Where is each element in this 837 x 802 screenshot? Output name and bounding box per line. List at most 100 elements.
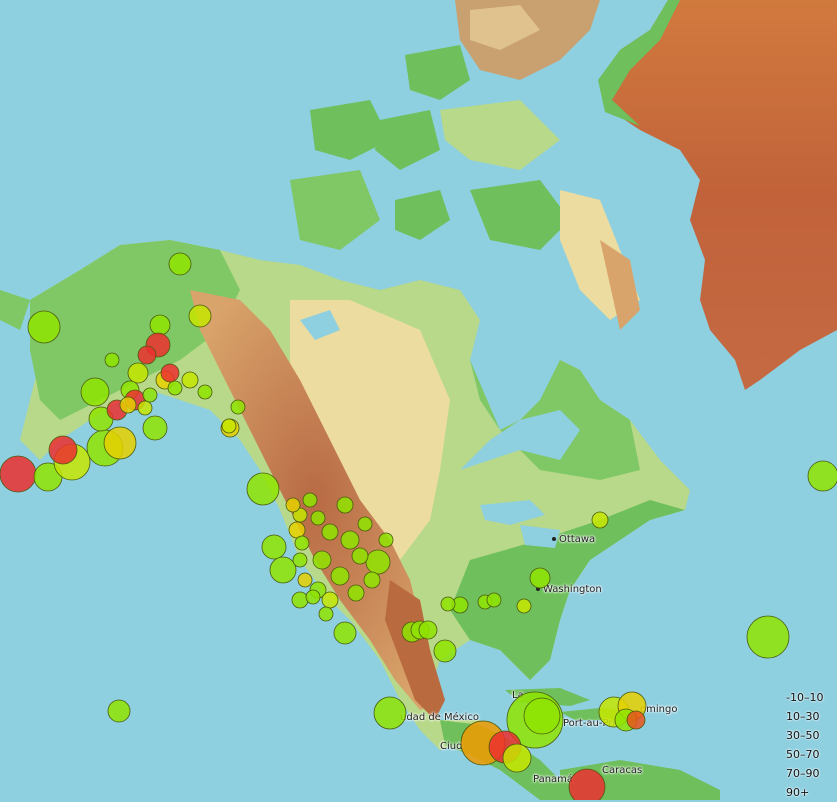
legend-label: 70–90 <box>786 767 820 780</box>
city-santo-domingo: omingo <box>640 704 677 715</box>
earthquake-marker[interactable] <box>142 415 168 441</box>
legend-item: -10–10 <box>786 688 836 707</box>
city-la-habana: La <box>512 690 524 701</box>
earthquake-marker[interactable] <box>502 743 532 773</box>
earthquake-marker[interactable] <box>302 492 318 508</box>
city-label: Ottawa <box>559 534 596 545</box>
earthquake-marker[interactable] <box>80 377 110 407</box>
legend-item: 70–90 <box>786 764 836 783</box>
earthquake-marker[interactable] <box>230 399 246 415</box>
city-washington: Washington <box>536 584 602 595</box>
city-ottawa: Ottawa <box>552 534 595 545</box>
earthquake-marker[interactable] <box>246 472 280 506</box>
greenland-coast <box>598 0 680 126</box>
earthquake-marker[interactable] <box>168 252 192 276</box>
greenland-landmass <box>600 0 837 390</box>
sierra-madre <box>385 580 445 720</box>
earthquake-marker[interactable] <box>181 371 199 389</box>
earthquake-marker[interactable] <box>321 523 339 541</box>
earthquake-marker[interactable] <box>363 571 381 589</box>
earthquake-marker[interactable] <box>305 589 321 605</box>
city-label: La <box>512 690 524 701</box>
city-caracas: Caracas <box>602 765 642 776</box>
city-label: omingo <box>640 704 678 715</box>
earthquake-marker[interactable] <box>568 768 606 800</box>
city-ciud: Ciud <box>440 741 462 752</box>
earthquake-marker[interactable] <box>626 710 646 730</box>
earthquake-marker[interactable] <box>310 510 326 526</box>
earthquake-marker[interactable] <box>188 304 212 328</box>
city-marker-icon <box>552 537 556 541</box>
earthquake-marker[interactable] <box>347 584 365 602</box>
city-label: Washington <box>543 584 602 595</box>
earthquake-marker[interactable] <box>103 426 137 460</box>
earthquake-marker[interactable] <box>48 435 78 465</box>
earthquake-marker[interactable] <box>167 380 183 396</box>
earthquake-marker[interactable] <box>104 352 120 368</box>
alaska-green <box>30 240 240 420</box>
earthquake-marker[interactable] <box>440 596 456 612</box>
earthquake-marker[interactable] <box>378 532 394 548</box>
earthquake-marker[interactable] <box>261 534 287 560</box>
earthquake-marker[interactable] <box>523 697 561 735</box>
earthquake-marker[interactable] <box>321 591 339 609</box>
earthquake-marker[interactable] <box>119 396 137 414</box>
earthquake-marker[interactable] <box>107 699 131 723</box>
arctic-archipelago <box>290 0 640 330</box>
earthquake-marker[interactable] <box>746 615 790 659</box>
earthquake-marker[interactable] <box>142 387 158 403</box>
earthquake-marker[interactable] <box>297 572 313 588</box>
earthquake-marker[interactable] <box>529 567 551 589</box>
earthquake-marker[interactable] <box>330 566 350 586</box>
earthquake-marker[interactable] <box>333 621 357 645</box>
earthquake-marker[interactable] <box>285 497 301 513</box>
earthquake-marker[interactable] <box>160 363 180 383</box>
earthquake-marker[interactable] <box>291 591 309 609</box>
legend-label: 10–30 <box>786 710 820 723</box>
earthquake-marker[interactable] <box>357 516 373 532</box>
earthquake-marker[interactable] <box>318 606 334 622</box>
legend-item: 30–50 <box>786 726 836 745</box>
earthquake-marker[interactable] <box>418 620 438 640</box>
earthquake-marker[interactable] <box>340 530 360 550</box>
legend-label: 30–50 <box>786 729 820 742</box>
city-label: Port-au-Pri <box>563 718 616 729</box>
earthquake-marker[interactable] <box>312 550 332 570</box>
earthquake-marker[interactable] <box>351 547 369 565</box>
city-mexico: udad de México <box>400 712 479 723</box>
earthquake-marker[interactable] <box>0 455 37 493</box>
depth-legend: -10–10 10–30 30–50 50–70 70–90 90+ <box>786 688 836 802</box>
earthquake-marker[interactable] <box>373 696 407 730</box>
city-marker-icon <box>536 587 540 591</box>
earthquake-marker[interactable] <box>292 552 308 568</box>
legend-item: 50–70 <box>786 745 836 764</box>
earthquake-marker[interactable] <box>591 511 609 529</box>
earthquake-marker[interactable] <box>269 556 297 584</box>
city-label: Ciud <box>440 741 463 752</box>
earthquake-marker[interactable] <box>433 639 457 663</box>
earthquake-marker[interactable] <box>197 384 213 400</box>
earthquake-marker[interactable] <box>137 400 153 416</box>
earthquake-marker[interactable] <box>127 362 149 384</box>
earthquake-marker[interactable] <box>27 310 61 344</box>
earthquake-marker[interactable] <box>221 418 237 434</box>
earthquake-marker[interactable] <box>149 314 171 336</box>
east-coast-green <box>450 500 685 680</box>
legend-item: 90+ <box>786 783 836 802</box>
earthquake-marker[interactable] <box>294 535 310 551</box>
earthquake-marker[interactable] <box>365 549 391 575</box>
city-label: udad de México <box>400 712 479 723</box>
earthquake-marker[interactable] <box>807 460 837 492</box>
city-label: Caracas <box>602 765 643 776</box>
great-lakes <box>300 310 580 548</box>
city-label: Panamá <box>533 774 574 785</box>
legend-label: 90+ <box>786 786 810 799</box>
earthquake-marker[interactable] <box>137 345 157 365</box>
earthquake-marker[interactable] <box>516 598 532 614</box>
city-port-au-prince: Port-au-Pri <box>563 718 615 729</box>
earthquake-marker[interactable] <box>486 592 502 608</box>
earthquake-marker[interactable] <box>336 496 354 514</box>
earthquake-marker[interactable] <box>288 521 306 539</box>
